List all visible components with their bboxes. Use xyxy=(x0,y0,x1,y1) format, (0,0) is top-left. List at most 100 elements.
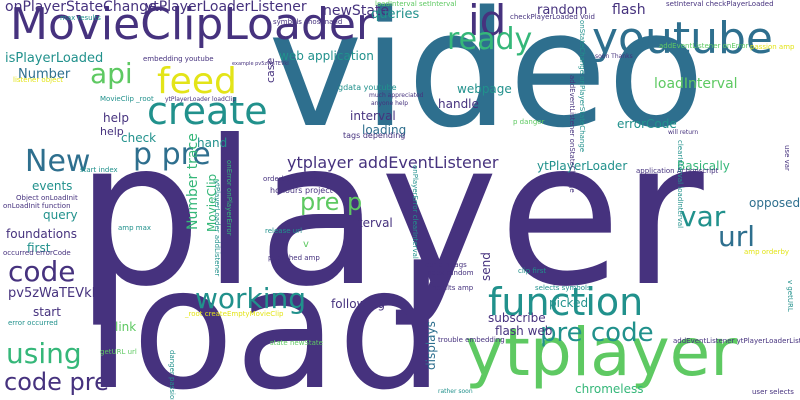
word-cloud-word: gdata youtube xyxy=(338,83,397,92)
word-cloud-word: foundations xyxy=(6,227,77,241)
word-cloud-word: checkPlayerLoaded Void xyxy=(510,13,595,21)
word-cloud-word: onPlayerStateChange xyxy=(5,0,157,15)
word-cloud-word: setInterval checkPlayerLoaded xyxy=(666,0,774,8)
word-cloud-word: Number trace xyxy=(185,133,201,230)
word-cloud-word: start xyxy=(33,305,61,319)
word-cloud-word: player xyxy=(75,98,704,331)
word-cloud-word: chromeless xyxy=(575,382,644,396)
word-cloud-word: picked xyxy=(549,296,589,310)
word-cloud-word: certain tags xyxy=(425,261,467,269)
word-cloud-word: application Actionscript xyxy=(636,167,719,175)
word-cloud-word: code xyxy=(8,255,76,288)
word-cloud-word: Basically xyxy=(677,159,730,173)
word-cloud-word: user selects xyxy=(752,388,794,396)
word-cloud-word: youtube xyxy=(592,13,773,64)
word-cloud-word: video xyxy=(268,0,706,163)
word-cloud-word: start index xyxy=(80,166,118,174)
word-cloud-word: release url xyxy=(265,227,303,235)
word-cloud-word: displays xyxy=(424,321,438,370)
word-cloud-word: isPlayerLoaded xyxy=(5,51,104,66)
word-cloud-word: clip first xyxy=(518,267,547,275)
word-cloud-word: flash web xyxy=(495,324,553,338)
word-cloud-word: load xyxy=(85,231,445,400)
word-cloud-word: addEventListener onError xyxy=(659,42,749,50)
word-cloud-word: clearInterval loadInterval xyxy=(676,140,684,229)
word-cloud-word: use var xyxy=(783,145,791,171)
word-cloud-word: soon Thanks xyxy=(595,53,633,60)
word-cloud-word: var xyxy=(680,200,726,233)
word-cloud-word: using xyxy=(6,337,82,370)
word-cloud-word: code pre xyxy=(4,368,109,396)
word-cloud-word: published amp xyxy=(268,254,320,262)
word-cloud-word: ytPlayerLoaderListener xyxy=(145,0,307,15)
word-cloud-word: loading xyxy=(362,123,407,137)
word-cloud-word: ytPlayerLoader addListener xyxy=(213,180,221,277)
word-cloud-word: events xyxy=(32,179,73,193)
word-cloud-word: ytPlayerLoader xyxy=(537,159,628,173)
word-cloud-word: function xyxy=(488,280,644,324)
word-cloud-word: onLoadInit function xyxy=(3,202,71,210)
word-cloud-word: onStateChange onPlayerStateChange xyxy=(578,20,586,153)
word-cloud-word: rather soon xyxy=(438,388,473,395)
word-cloud-word: listener object xyxy=(13,76,64,84)
word-cloud-word: url xyxy=(718,220,756,253)
word-cloud-word: flash xyxy=(612,2,646,18)
word-cloud-word: pv5zWaTEVkI xyxy=(8,286,96,301)
word-cloud-word: much appreciated xyxy=(369,92,424,99)
word-cloud-word: feed xyxy=(157,61,237,102)
word-cloud-word: tags depending xyxy=(343,131,406,140)
word-cloud-word: queries xyxy=(371,7,420,22)
word-cloud-word: onError onPlayerError xyxy=(225,160,233,236)
word-cloud-word: ytplayer xyxy=(465,314,738,391)
word-cloud-word: example pv5zWaTEVkI xyxy=(232,61,289,67)
word-cloud-word: v xyxy=(303,239,309,250)
word-cloud-word: trouble embedding xyxy=(438,336,505,344)
word-cloud-word: MovieClip _root xyxy=(100,95,154,103)
word-cloud-word: ready xyxy=(447,22,533,57)
word-cloud-word: help xyxy=(100,125,124,138)
word-cloud-word: hand xyxy=(197,136,228,150)
word-cloud-word: _root createEmptyMovieClip xyxy=(185,310,284,318)
word-cloud-word: interval xyxy=(350,109,396,123)
word-cloud-word: web application xyxy=(279,49,374,63)
word-cloud-word: index random xyxy=(425,269,474,277)
word-cloud-word: passion amp xyxy=(750,43,795,51)
word-cloud-word: state newState xyxy=(270,339,323,347)
word-cloud-word: working xyxy=(195,282,307,315)
word-cloud-word: following xyxy=(331,297,385,311)
word-cloud-word: error occurred xyxy=(8,319,58,327)
word-cloud-word: id xyxy=(468,0,507,45)
word-cloud-word: orderby published xyxy=(263,175,327,183)
word-cloud-word: first xyxy=(27,241,51,255)
word-cloud-word: api xyxy=(90,57,133,90)
word-cloud-word: will return xyxy=(668,129,699,136)
word-cloud-word: loadInterval setInterval xyxy=(375,0,457,8)
word-cloud-word: danger passion xyxy=(168,350,176,400)
word-cloud-word: embedding youtube xyxy=(143,55,214,63)
word-cloud-word: check xyxy=(121,131,157,145)
word-cloud-word: ytplayer addEventListener xyxy=(287,153,499,172)
word-cloud-word: Object onLoadInit xyxy=(16,194,78,202)
word-cloud-word: v getURL xyxy=(786,280,794,312)
word-cloud-word: New xyxy=(25,144,91,179)
word-cloud-word: MovieClipLoader xyxy=(10,0,375,50)
word-cloud-word: webpage xyxy=(457,82,512,96)
word-cloud-word: subscribe xyxy=(488,311,546,325)
word-cloud-word: addEventListener onStateChange xyxy=(568,75,576,193)
word-cloud-word: opposed xyxy=(749,196,800,210)
word-cloud-word: newState xyxy=(323,3,389,19)
word-cloud-word: create xyxy=(147,89,268,133)
word-cloud-word: send xyxy=(479,252,493,281)
word-cloud-word: help xyxy=(103,111,129,125)
word-cloud-word: link xyxy=(115,320,137,334)
word-cloud-word: random xyxy=(537,3,588,18)
word-cloud-word: amp max xyxy=(118,224,152,232)
word-cloud-word: errorCode xyxy=(617,117,677,131)
word-cloud-word: occurred errorCode xyxy=(3,249,71,257)
word-cloud-word: honours project xyxy=(270,186,333,195)
word-cloud-word: p pre xyxy=(133,137,211,172)
word-cloud-word: pre p xyxy=(300,188,363,216)
word-cloud-word: onPlayerError clearInterval xyxy=(411,165,419,259)
word-cloud-word: max results xyxy=(60,14,101,22)
word-cloud-word: Number xyxy=(18,67,71,82)
